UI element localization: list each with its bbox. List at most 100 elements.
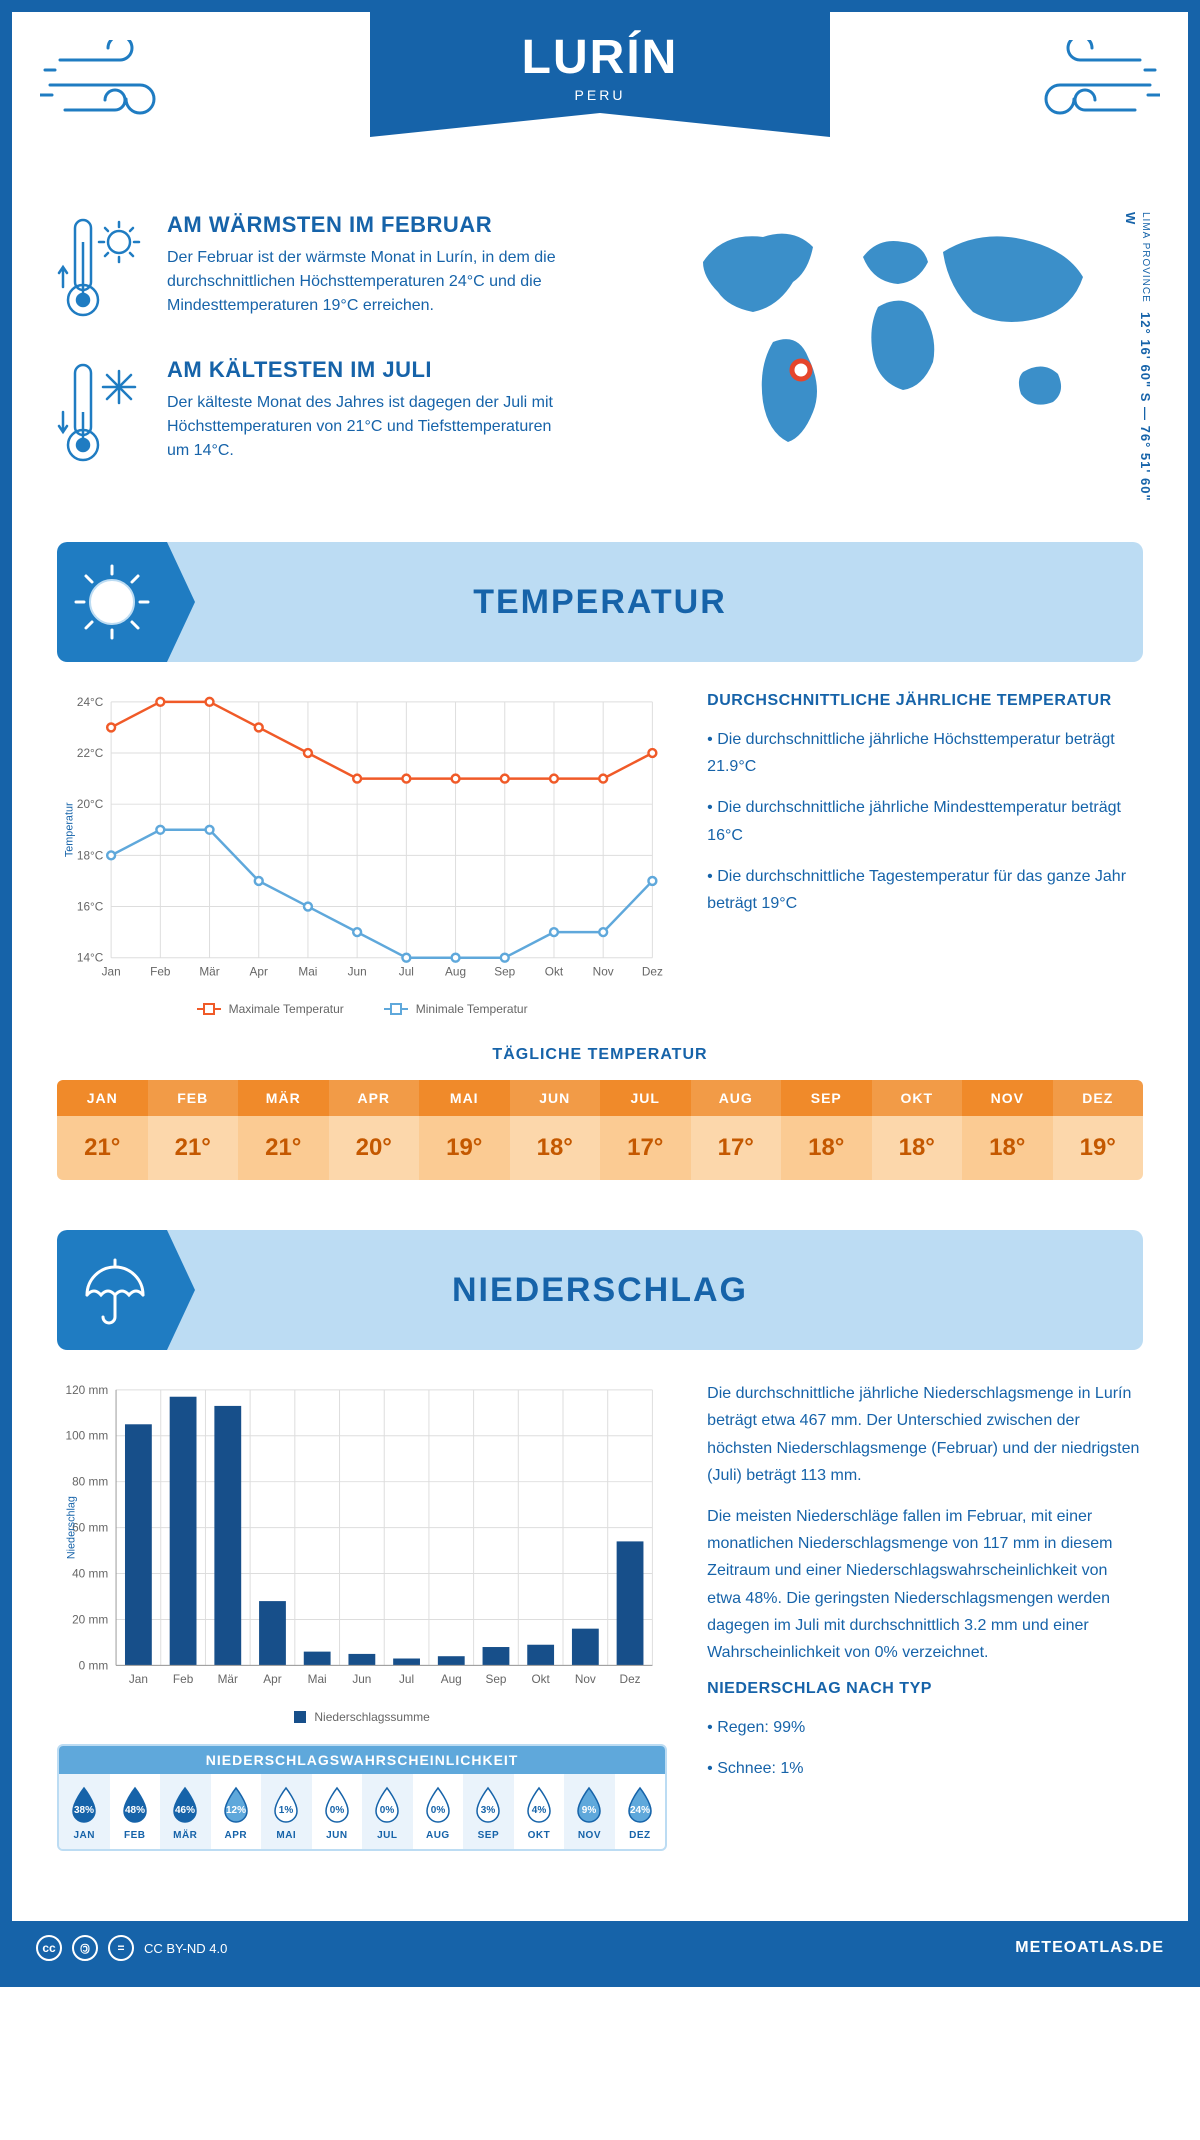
precip-type-heading: NIEDERSCHLAG NACH TYP — [707, 1680, 1143, 1698]
wind-icon — [40, 40, 190, 135]
svg-text:0%: 0% — [431, 1805, 446, 1816]
wind-icon — [1010, 40, 1160, 135]
svg-text:22°C: 22°C — [77, 746, 104, 760]
license: cc 🄯 = CC BY-ND 4.0 — [36, 1935, 227, 1961]
raindrop-icon: 0% — [423, 1786, 453, 1824]
svg-text:1%: 1% — [279, 1805, 294, 1816]
raindrop-icon: 12% — [221, 1786, 251, 1824]
svg-text:Feb: Feb — [150, 964, 171, 978]
city-name: LURÍN — [370, 30, 830, 85]
svg-text:18°C: 18°C — [77, 848, 104, 862]
section-title: TEMPERATUR — [473, 583, 727, 622]
svg-text:Aug: Aug — [441, 1672, 462, 1686]
precipitation-bar-chart: 0 mm20 mm40 mm60 mm80 mm100 mm120 mmJanF… — [57, 1380, 667, 1891]
precip-type-list: Regen: 99%Schnee: 1% — [707, 1714, 1143, 1782]
raindrop-icon: 1% — [271, 1786, 301, 1824]
svg-text:0 mm: 0 mm — [79, 1659, 109, 1673]
fact-title: AM KÄLTESTEN IM JULI — [167, 357, 567, 383]
raindrop-icon: 0% — [322, 1786, 352, 1824]
svg-text:Jan: Jan — [129, 1672, 148, 1686]
section-title: NIEDERSCHLAG — [452, 1271, 748, 1310]
svg-text:Jun: Jun — [352, 1672, 371, 1686]
thermometer-snow-icon — [57, 357, 147, 472]
svg-text:12%: 12% — [226, 1805, 246, 1816]
warmest-fact: AM WÄRMSTEN IM FEBRUAR Der Februar ist d… — [57, 212, 623, 327]
by-icon: 🄯 — [72, 1935, 98, 1961]
svg-text:Feb: Feb — [173, 1672, 194, 1686]
svg-text:Niederschlag: Niederschlag — [66, 1496, 78, 1559]
svg-text:Sep: Sep — [494, 964, 515, 978]
svg-text:Mai: Mai — [308, 1672, 327, 1686]
svg-text:3%: 3% — [481, 1805, 496, 1816]
raindrop-icon: 38% — [69, 1786, 99, 1824]
svg-text:Jul: Jul — [399, 964, 414, 978]
sun-icon — [57, 542, 167, 662]
svg-text:Nov: Nov — [593, 964, 614, 978]
raindrop-icon: 48% — [120, 1786, 150, 1824]
fact-body: Der Februar ist der wärmste Monat in Lur… — [167, 246, 567, 318]
svg-text:0%: 0% — [380, 1805, 395, 1816]
daily-temp-table: JANFEBMÄRAPRMAIJUNJULAUGSEPOKTNOVDEZ21°2… — [57, 1080, 1143, 1180]
svg-text:4%: 4% — [532, 1805, 547, 1816]
thermometer-sun-icon — [57, 212, 147, 327]
svg-text:100 mm: 100 mm — [66, 1429, 109, 1443]
temperature-section-header: TEMPERATUR — [57, 542, 1143, 662]
svg-text:38%: 38% — [74, 1805, 94, 1816]
svg-text:Dez: Dez — [620, 1672, 641, 1686]
world-map — [663, 212, 1143, 457]
svg-text:24°C: 24°C — [77, 695, 104, 709]
temperature-line-chart: 14°C 16°C 18°C 20°C 22°C 24°C Jan Feb Mär Apr Mai J… — [57, 692, 667, 1016]
svg-text:20 mm: 20 mm — [72, 1613, 108, 1627]
svg-text:14°C: 14°C — [77, 951, 104, 965]
svg-text:20°C: 20°C — [77, 797, 104, 811]
svg-text:Jun: Jun — [348, 964, 367, 978]
svg-text:Temperatur: Temperatur — [64, 802, 76, 857]
temp-bullet-list: Die durchschnittliche jährliche Höchstte… — [707, 726, 1143, 917]
cc-icon: cc — [36, 1935, 62, 1961]
title-banner: LURÍN PERU — [370, 12, 830, 113]
daily-temp-title: TÄGLICHE TEMPERATUR — [57, 1046, 1143, 1064]
svg-text:46%: 46% — [175, 1805, 195, 1816]
svg-text:120 mm: 120 mm — [66, 1383, 109, 1397]
svg-text:Aug: Aug — [445, 964, 466, 978]
raindrop-icon: 9% — [574, 1786, 604, 1824]
fact-body: Der kälteste Monat des Jahres ist dagege… — [167, 391, 567, 463]
nd-icon: = — [108, 1935, 134, 1961]
raindrop-icon: 46% — [170, 1786, 200, 1824]
svg-text:16°C: 16°C — [77, 899, 104, 913]
raindrop-icon: 0% — [372, 1786, 402, 1824]
footer: cc 🄯 = CC BY-ND 4.0 METEOATLAS.DE — [12, 1921, 1188, 1975]
svg-text:Jan: Jan — [102, 964, 121, 978]
svg-text:Apr: Apr — [263, 1672, 281, 1686]
svg-text:24%: 24% — [630, 1805, 650, 1816]
infographic-page: LURÍN PERU AM WÄRMSTEN IM FE — [0, 0, 1200, 1987]
svg-text:Sep: Sep — [485, 1672, 506, 1686]
intro-section: AM WÄRMSTEN IM FEBRUAR Der Februar ist d… — [57, 212, 1143, 502]
raindrop-icon: 4% — [524, 1786, 554, 1824]
svg-text:Mai: Mai — [298, 964, 317, 978]
precip-paragraph: Die durchschnittliche jährliche Niedersc… — [707, 1380, 1143, 1489]
raindrop-icon: 3% — [473, 1786, 503, 1824]
svg-text:80 mm: 80 mm — [72, 1475, 108, 1489]
site-name: METEOATLAS.DE — [1015, 1939, 1164, 1957]
umbrella-icon — [57, 1230, 167, 1350]
precip-paragraph: Die meisten Niederschläge fallen im Febr… — [707, 1503, 1143, 1666]
svg-text:Apr: Apr — [250, 964, 268, 978]
svg-text:9%: 9% — [582, 1805, 597, 1816]
svg-text:0%: 0% — [330, 1805, 345, 1816]
country-name: PERU — [370, 87, 830, 103]
svg-text:Jul: Jul — [399, 1672, 414, 1686]
precipitation-probability-box: NIEDERSCHLAGSWAHRSCHEINLICHKEIT 38% JAN … — [57, 1744, 667, 1851]
svg-text:Mär: Mär — [199, 964, 219, 978]
coldest-fact: AM KÄLTESTEN IM JULI Der kälteste Monat … — [57, 357, 623, 472]
coordinates: LIMA PROVINCE 12° 16' 60" S — 76° 51' 60… — [1123, 212, 1153, 502]
temp-text-heading: DURCHSCHNITTLICHE JÄHRLICHE TEMPERATUR — [707, 692, 1143, 710]
svg-text:48%: 48% — [125, 1805, 145, 1816]
svg-text:Dez: Dez — [642, 964, 663, 978]
svg-text:Nov: Nov — [575, 1672, 596, 1686]
svg-text:Mär: Mär — [218, 1672, 238, 1686]
svg-text:40 mm: 40 mm — [72, 1567, 108, 1581]
svg-text:Okt: Okt — [545, 964, 564, 978]
header: LURÍN PERU — [12, 12, 1188, 182]
raindrop-icon: 24% — [625, 1786, 655, 1824]
